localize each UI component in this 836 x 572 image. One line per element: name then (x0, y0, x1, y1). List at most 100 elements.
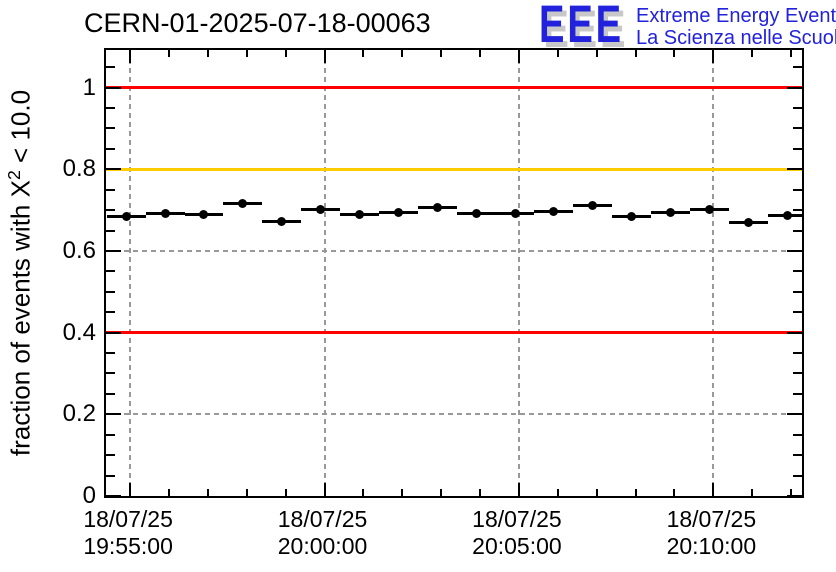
y-tick-right (793, 147, 802, 150)
x-tick-bottom (634, 489, 637, 496)
x-tick-top (362, 50, 365, 57)
x-tick-bottom (790, 489, 793, 496)
y-axis-title-sup: 2 (4, 170, 24, 181)
y-tick-right (793, 127, 802, 130)
y-tick-label: 0 (82, 482, 96, 509)
x-tick-label-date: 18/07/25 (666, 506, 757, 532)
x-tick-top (634, 50, 637, 57)
y-tick-label: 0.2 (62, 400, 96, 428)
plot-frame (104, 48, 804, 498)
y-tick-label: 1 (82, 73, 96, 101)
x-tick-bottom (245, 489, 248, 496)
x-tick-label: 18/07/25 20:05:00 (437, 506, 597, 560)
y-tick-left (106, 311, 115, 314)
y-tick-left (106, 413, 121, 416)
x-tick-bottom (673, 489, 676, 496)
data-point (432, 202, 442, 212)
y-tick-left (106, 392, 115, 395)
grid-line-vertical (712, 50, 715, 496)
y-tick-left (106, 66, 115, 69)
y-tick-right (793, 209, 802, 212)
y-tick-left (106, 433, 115, 436)
y-tick-right (793, 311, 802, 314)
y-tick-left (106, 352, 115, 355)
x-tick-bottom (362, 489, 365, 496)
x-tick-bottom (401, 489, 404, 496)
x-tick-top (595, 50, 598, 57)
x-tick-bottom (206, 489, 209, 496)
data-point (549, 206, 559, 216)
x-tick-top (401, 50, 404, 57)
y-tick-left (106, 270, 115, 273)
x-tick-top (129, 50, 132, 63)
x-tick-bottom (517, 483, 520, 496)
x-tick-top (790, 50, 793, 57)
y-tick-left (106, 147, 115, 150)
data-point (704, 205, 714, 215)
y-tick-left (106, 331, 121, 334)
y-tick-right (793, 270, 802, 273)
x-tick-bottom (556, 489, 559, 496)
y-tick-right (793, 229, 802, 232)
x-tick-bottom (284, 489, 287, 496)
y-tick-right (787, 86, 802, 89)
y-tick-label: 0.4 (62, 318, 96, 346)
x-tick-label-time: 19:55:00 (83, 533, 173, 559)
y-tick-left (106, 188, 115, 191)
x-tick-label-time: 20:10:00 (666, 533, 757, 559)
data-point (782, 210, 792, 220)
y-tick-left (106, 249, 121, 252)
eee-logo-text: Extreme Energy Events La Scienza nelle S… (636, 5, 836, 49)
reference-line (106, 167, 802, 171)
y-axis-title-pre: fraction of events with X (5, 180, 36, 457)
y-tick-left (106, 495, 121, 496)
y-tick-right (793, 372, 802, 375)
y-tick-left (106, 86, 121, 89)
plot-title: CERN-01-2025-07-18-00063 (84, 8, 431, 38)
x-tick-top (556, 50, 559, 57)
x-tick-top (440, 50, 443, 57)
x-tick-label-date: 18/07/25 (83, 506, 173, 532)
data-point (471, 208, 481, 218)
x-tick-top (167, 50, 170, 57)
y-tick-right (793, 454, 802, 457)
y-tick-right (793, 290, 802, 293)
data-point (160, 208, 170, 218)
data-point (277, 216, 287, 226)
y-tick-right (787, 249, 802, 252)
x-tick-label-date: 18/07/25 (472, 506, 562, 532)
y-tick-right (793, 66, 802, 69)
y-tick-right (793, 474, 802, 477)
y-tick-right (793, 433, 802, 436)
data-point (238, 199, 248, 209)
x-tick-label-time: 20:00:00 (277, 533, 368, 559)
x-tick-label: 18/07/25 19:55:00 (48, 506, 208, 560)
y-tick-left (106, 209, 115, 212)
eee-logo-line1: Extreme Energy Events (636, 5, 836, 27)
y-tick-right (793, 392, 802, 395)
y-tick-right (793, 188, 802, 191)
x-tick-top (323, 50, 326, 63)
data-point (393, 207, 403, 217)
data-point (743, 217, 753, 227)
x-tick-top (245, 50, 248, 57)
reference-line (106, 86, 802, 90)
y-tick-right (787, 413, 802, 416)
x-tick-top (673, 50, 676, 57)
y-tick-left (106, 290, 115, 293)
x-tick-bottom (167, 489, 170, 496)
y-tick-left (106, 474, 115, 477)
x-tick-top (712, 50, 715, 63)
x-tick-top (206, 50, 209, 57)
y-tick-left (106, 106, 115, 109)
data-point (121, 211, 131, 221)
y-tick-label: 0.8 (62, 155, 96, 183)
y-axis-title: fraction of events with X2 < 10.0 (4, 13, 38, 533)
x-tick-bottom (751, 489, 754, 496)
x-tick-bottom (479, 489, 482, 496)
x-tick-top (517, 50, 520, 63)
y-tick-right (787, 331, 802, 334)
x-tick-label-time: 20:05:00 (472, 533, 562, 559)
y-tick-left (106, 454, 115, 457)
